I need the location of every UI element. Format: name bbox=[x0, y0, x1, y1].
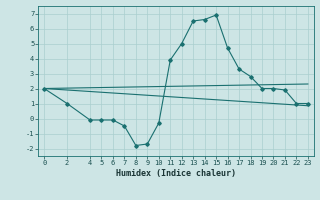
X-axis label: Humidex (Indice chaleur): Humidex (Indice chaleur) bbox=[116, 169, 236, 178]
